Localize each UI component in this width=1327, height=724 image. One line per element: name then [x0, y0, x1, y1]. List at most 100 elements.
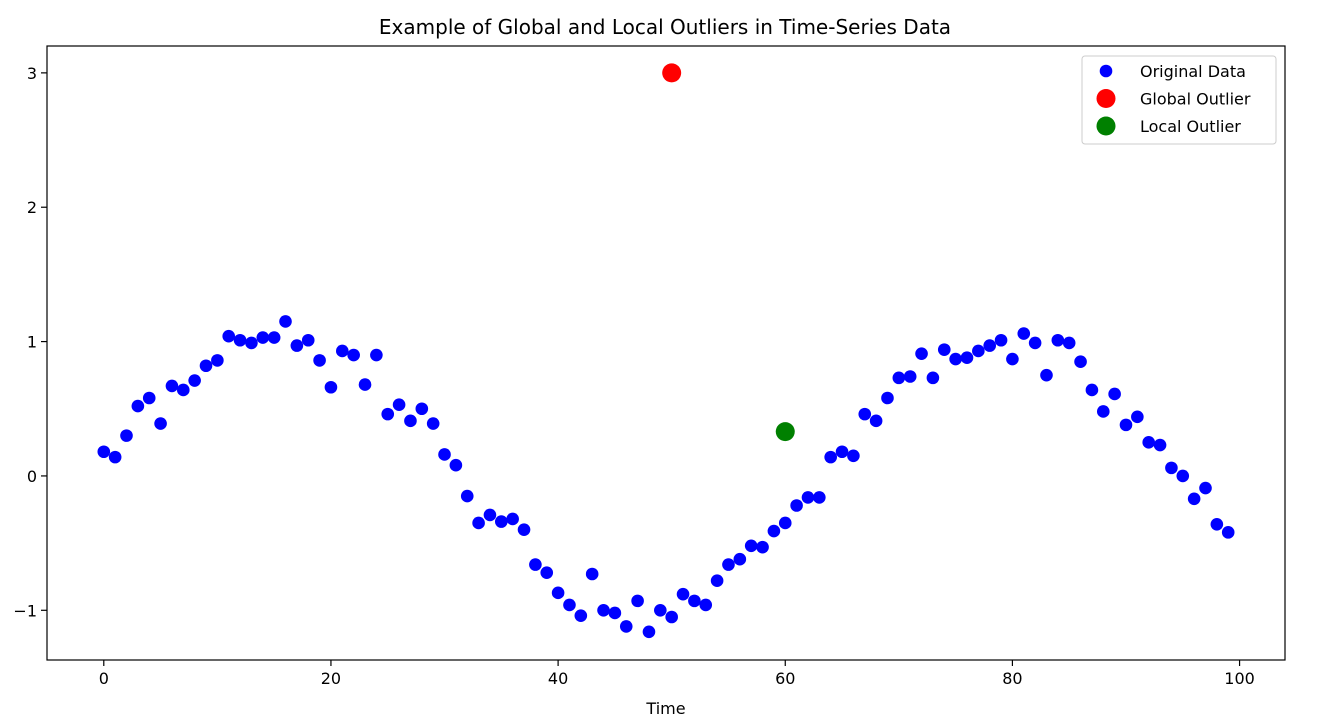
- series-2: [775, 422, 795, 442]
- data-point: [858, 407, 872, 421]
- data-point: [960, 351, 974, 365]
- data-point: [199, 359, 213, 373]
- data-point: [154, 417, 167, 430]
- data-point: [654, 603, 667, 617]
- legend-label: Global Outlier: [1140, 90, 1251, 109]
- data-point: [324, 380, 338, 394]
- data-point: [903, 370, 917, 383]
- data-point: [1131, 410, 1144, 424]
- data-point: [881, 391, 894, 405]
- data-point: [767, 524, 781, 538]
- data-point: [460, 489, 474, 503]
- data-point: [1199, 481, 1212, 495]
- data-point: [937, 343, 951, 356]
- y-tick-label: 1: [27, 333, 37, 352]
- data-point: [1006, 352, 1019, 366]
- data-point: [631, 594, 644, 608]
- data-point: [710, 574, 724, 588]
- x-tick-label: 40: [548, 669, 568, 688]
- data-point: [597, 603, 610, 617]
- legend: Original Data Global Outlier Local Outlier: [1081, 55, 1277, 145]
- data-point: [1062, 336, 1076, 350]
- data-point: [1096, 405, 1110, 418]
- data-point: [176, 383, 190, 397]
- data-point: [994, 333, 1008, 347]
- data-point: [699, 598, 713, 612]
- data-point: [790, 499, 803, 512]
- data-point: [211, 354, 224, 367]
- legend-marker: [1096, 89, 1116, 108]
- y-tick-label: −1: [13, 601, 37, 620]
- data-point: [1142, 436, 1156, 449]
- data-point: [574, 609, 588, 622]
- data-point: [517, 523, 531, 536]
- data-point: [142, 391, 156, 405]
- data-point: [892, 371, 906, 385]
- data-point: [676, 587, 690, 601]
- data-point: [1119, 418, 1133, 432]
- data-point: [267, 331, 281, 344]
- legend-marker: [1096, 116, 1116, 136]
- legend-box: [1081, 55, 1277, 145]
- legend-marker: [1099, 64, 1113, 78]
- data-point: [775, 422, 795, 442]
- plot-area: [97, 63, 1235, 639]
- data-point: [551, 586, 565, 600]
- legend-label: Original Data: [1140, 62, 1246, 81]
- data-point: [120, 429, 133, 442]
- data-point: [222, 329, 236, 343]
- data-point: [1051, 333, 1065, 347]
- data-point: [1040, 368, 1053, 382]
- data-point: [540, 566, 554, 579]
- data-point: [983, 339, 996, 352]
- x-axis-ticks: 0 20 40 60 80 100: [99, 660, 1255, 688]
- data-point: [290, 339, 304, 352]
- data-point: [404, 414, 417, 428]
- data-point: [279, 315, 292, 328]
- chart-title: Example of Global and Local Outliers in …: [379, 15, 951, 39]
- data-point: [1176, 469, 1190, 483]
- data-point: [392, 398, 406, 412]
- data-point: [915, 347, 928, 360]
- y-tick-label: 2: [27, 198, 37, 217]
- data-point: [801, 491, 815, 504]
- data-point: [97, 445, 111, 459]
- data-point: [188, 374, 201, 387]
- data-point: [1187, 492, 1201, 506]
- data-point: [1153, 438, 1167, 452]
- y-axis-ticks: −1 0 1 2 3: [13, 64, 47, 620]
- y-tick-label: 0: [27, 467, 37, 486]
- data-point: [438, 448, 451, 461]
- data-point: [972, 344, 985, 358]
- data-point: [1085, 383, 1099, 397]
- data-point: [495, 515, 508, 528]
- data-point: [256, 331, 270, 344]
- x-tick-label: 0: [99, 669, 109, 688]
- data-point: [949, 352, 962, 366]
- data-point: [722, 558, 735, 571]
- data-point: [358, 378, 372, 391]
- data-point: [233, 333, 247, 347]
- legend-label: Local Outlier: [1140, 117, 1241, 136]
- data-point: [313, 354, 326, 367]
- data-point: [415, 402, 429, 416]
- data-point: [847, 449, 860, 463]
- data-point: [1210, 518, 1224, 531]
- data-point: [108, 450, 122, 464]
- data-point: [869, 414, 883, 428]
- data-point: [733, 552, 747, 566]
- data-point: [824, 450, 837, 464]
- data-point: [813, 491, 826, 504]
- data-point: [1017, 327, 1031, 340]
- axes-frame: [46, 45, 1286, 661]
- data-point: [926, 371, 940, 385]
- x-tick-label: 60: [775, 669, 795, 688]
- data-point: [1165, 461, 1178, 475]
- data-point: [347, 348, 360, 362]
- data-point: [483, 508, 497, 522]
- data-point: [756, 540, 769, 554]
- x-axis-label: Time: [645, 699, 685, 718]
- data-point: [1108, 387, 1121, 401]
- data-point: [426, 417, 440, 430]
